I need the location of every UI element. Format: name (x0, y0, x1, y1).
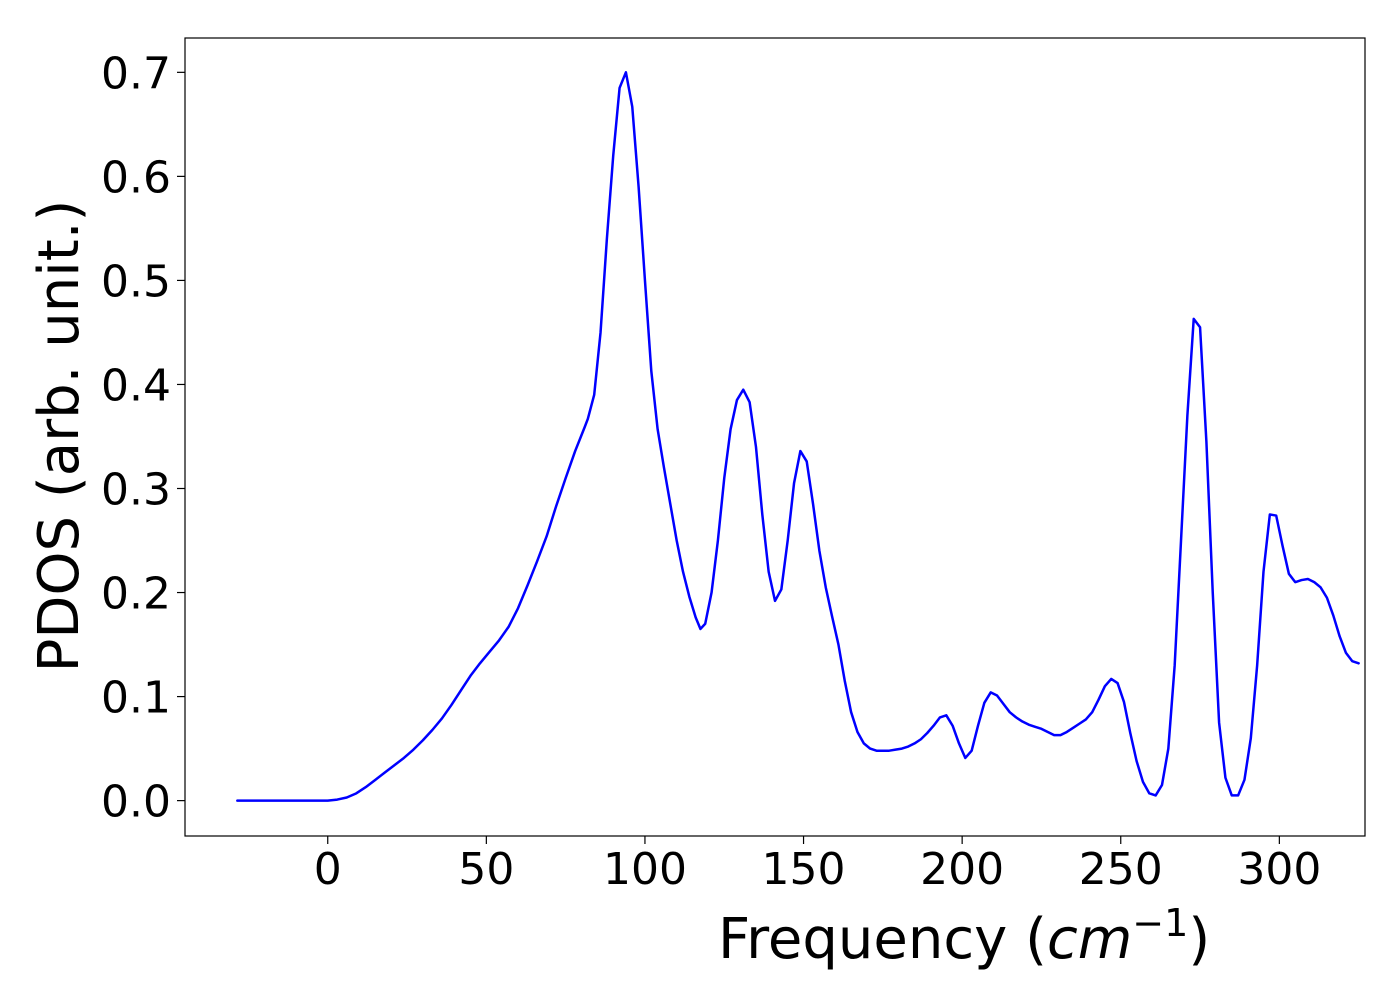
y-tick-label: 0.7 (101, 48, 171, 99)
x-axis-label-unit: cm (1047, 907, 1132, 972)
x-tick-label: 200 (920, 844, 1004, 895)
y-axis-ticks: 0.0 0.1 0.2 0.3 0.4 0.5 0.6 0.7 (101, 48, 185, 828)
y-tick-label: 0.3 (101, 465, 171, 516)
x-axis-label: Frequency (cm−1) (718, 901, 1210, 972)
plot-frame (184, 37, 1366, 837)
y-tick-label: 0.5 (101, 256, 171, 307)
x-tick-label: 250 (1079, 844, 1163, 895)
x-axis-ticks: 0 50 100 150 200 250 300 (314, 836, 1321, 895)
y-axis-label: PDOS (arb. unit.) (27, 200, 92, 673)
x-tick-label: 150 (762, 844, 846, 895)
x-axis-label-suffix: ) (1188, 907, 1210, 972)
plot-area-background (185, 38, 1365, 836)
x-tick-label: 0 (314, 844, 342, 895)
x-tick-label: 50 (458, 844, 514, 895)
y-tick-label: 0.2 (101, 569, 171, 620)
x-axis-label-exponent: −1 (1132, 901, 1188, 945)
y-tick-label: 0.1 (101, 673, 171, 724)
y-tick-label: 0.4 (101, 360, 171, 411)
y-tick-label: 0.6 (101, 152, 171, 203)
x-tick-label: 100 (603, 844, 687, 895)
pdos-line (236, 71, 1360, 802)
x-axis-label-prefix: Frequency ( (718, 907, 1047, 972)
y-tick-label: 0.0 (101, 777, 171, 828)
x-tick-label: 300 (1237, 844, 1321, 895)
